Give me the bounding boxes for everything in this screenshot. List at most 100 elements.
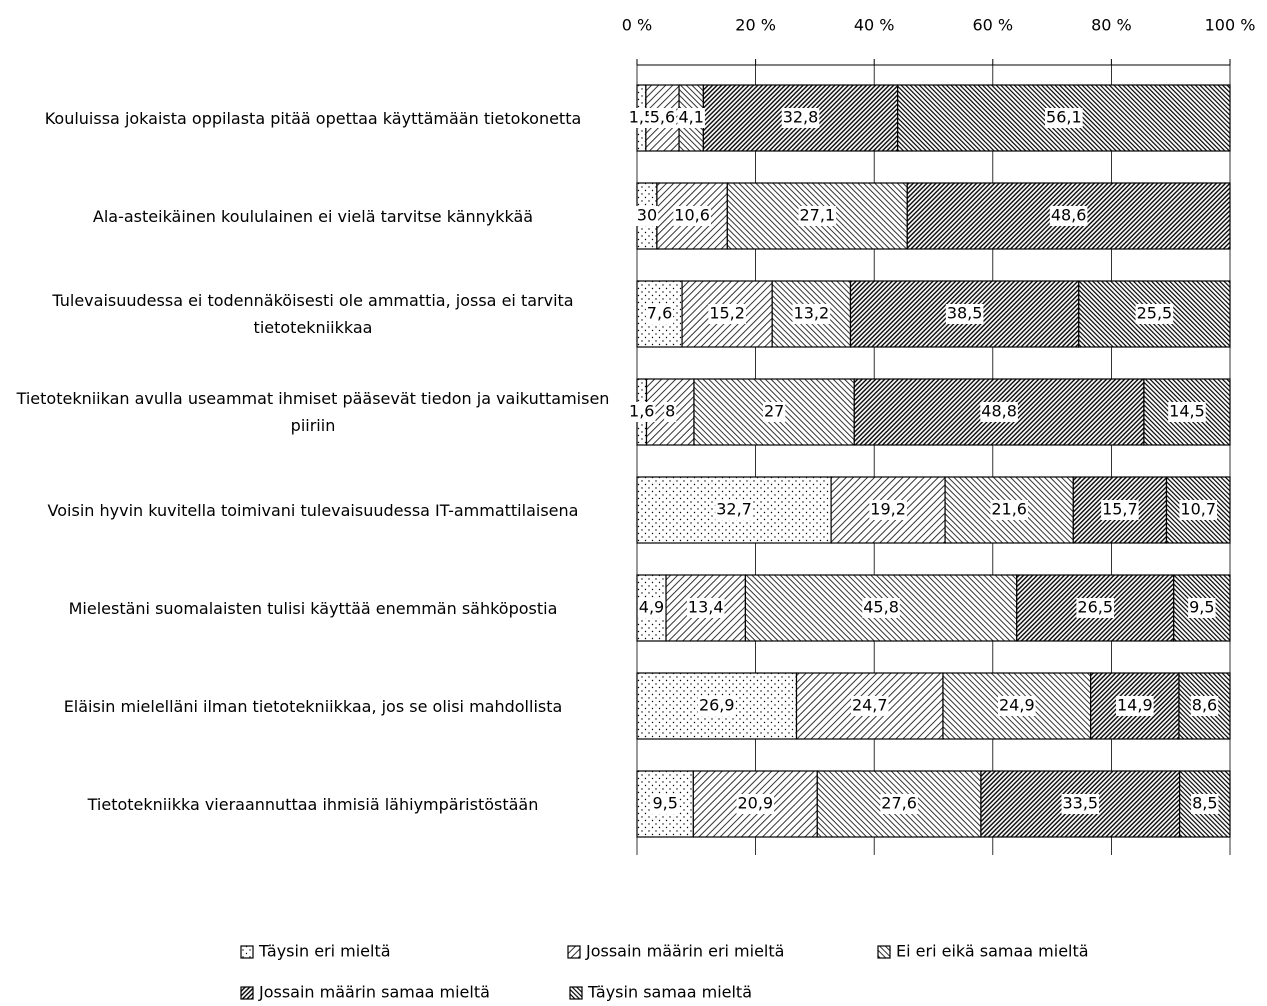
data-label: 25,5 — [1137, 304, 1173, 323]
legend-label: Täysin samaa mieltä — [587, 983, 752, 1002]
data-label-group: 4,1 — [677, 108, 705, 128]
data-label-background — [1045, 108, 1083, 128]
data-label-group: 48,6 — [1049, 206, 1088, 226]
data-label: 7,6 — [647, 304, 672, 323]
data-label: 14,5 — [1169, 402, 1205, 421]
data-label-group: 13,4 — [686, 598, 725, 618]
legend-swatch — [240, 986, 254, 1000]
data-label-group: 4,9 — [637, 598, 666, 618]
data-label-group: 30 — [635, 206, 659, 226]
x-tick-label: 40 % — [854, 16, 895, 35]
data-label-group: 38,5 — [945, 304, 984, 324]
legend-swatch — [567, 945, 581, 959]
data-label-group: 25,5 — [1135, 304, 1174, 324]
data-label: 10,7 — [1180, 500, 1216, 519]
legend-label: Jossain määrin eri mieltä — [585, 942, 784, 961]
data-label: 32,7 — [716, 500, 752, 519]
data-label-background — [1188, 598, 1216, 618]
data-label-background — [862, 598, 900, 618]
data-label-group: 14,9 — [1116, 696, 1154, 716]
data-label: 8,6 — [1192, 696, 1217, 715]
data-label-background — [781, 108, 820, 128]
legend-label: Jossain määrin samaa mieltä — [258, 983, 490, 1002]
category-label: Voisin hyvin kuvitella toimivani tulevai… — [47, 500, 579, 520]
data-label: 45,8 — [863, 598, 899, 617]
data-label: 56,1 — [1046, 108, 1082, 127]
data-label-background — [715, 500, 753, 520]
data-label: 27,6 — [881, 794, 917, 813]
data-label-background — [1101, 500, 1139, 520]
data-label-background — [945, 304, 984, 324]
data-label-group: 9,5 — [651, 794, 679, 814]
x-tick-label: 80 % — [1091, 16, 1132, 35]
data-label: 33,5 — [1062, 794, 1098, 813]
data-label-background — [1076, 598, 1115, 618]
data-label: 48,6 — [1051, 206, 1087, 225]
data-label-background — [850, 696, 889, 716]
data-label-group: 8,6 — [1190, 696, 1219, 716]
legend-swatch — [877, 945, 891, 959]
data-label-group: 19,2 — [869, 500, 907, 520]
data-label: 14,9 — [1117, 696, 1153, 715]
data-label-background — [869, 500, 907, 520]
data-label: 13,2 — [794, 304, 830, 323]
data-label-background — [1049, 206, 1088, 226]
data-label: 8 — [665, 402, 675, 421]
data-label: 38,5 — [947, 304, 983, 323]
data-label-background — [697, 696, 736, 716]
category-label: Mielestäni suomalaisten tulisi käyttää e… — [68, 598, 558, 618]
data-label-background — [637, 598, 666, 618]
data-label: 4,1 — [678, 108, 703, 127]
data-label: 32,8 — [783, 108, 819, 127]
data-label-group: 45,8 — [862, 598, 900, 618]
data-label-background — [627, 108, 656, 128]
data-label-group: 27 — [762, 402, 786, 422]
data-label: 4,9 — [639, 598, 664, 617]
data-label: 30 — [637, 206, 657, 225]
data-label: 9,5 — [1189, 598, 1214, 617]
data-label-background — [635, 206, 659, 226]
bar-segment — [853, 378, 1145, 446]
legend-label: Ei eri eikä samaa mieltä — [896, 942, 1089, 961]
data-label-group: 5,6 — [648, 108, 677, 128]
data-label-background — [762, 402, 786, 422]
data-label-background — [677, 108, 705, 128]
data-label: 19,2 — [870, 500, 906, 519]
data-label-group: 15,2 — [708, 304, 746, 324]
bar-segment — [816, 770, 982, 838]
data-label: 9,5 — [652, 794, 677, 813]
data-label-background — [645, 304, 674, 324]
data-label-group: 20,9 — [736, 794, 775, 814]
data-label: 15,7 — [1102, 500, 1138, 519]
data-label-background — [673, 206, 711, 226]
data-label-background — [980, 402, 1018, 422]
data-label-group: 56,1 — [1045, 108, 1083, 128]
data-label-background — [708, 304, 746, 324]
data-label-background — [1191, 794, 1219, 814]
data-label-background — [686, 598, 725, 618]
data-label-background — [648, 108, 677, 128]
data-label: 13,4 — [688, 598, 724, 617]
data-label-group: 24,9 — [998, 696, 1036, 716]
category-label: Kouluissa jokaista oppilasta pitää opett… — [44, 108, 582, 128]
data-label-group: 27,1 — [798, 206, 837, 226]
data-label-group: 10,6 — [673, 206, 711, 226]
x-tick-label: 0 % — [622, 16, 652, 35]
data-label-group: 1,6 — [628, 402, 656, 422]
data-label-background — [880, 794, 918, 814]
data-label: 1,6 — [629, 402, 654, 421]
data-label-background — [1168, 402, 1206, 422]
data-label-group: 14,5 — [1168, 402, 1206, 422]
data-label: 26,9 — [699, 696, 735, 715]
data-label: 15,2 — [709, 304, 745, 323]
data-label: 48,8 — [981, 402, 1017, 421]
data-label-background — [736, 794, 775, 814]
data-label: 5,6 — [650, 108, 675, 127]
data-label-group: 10,7 — [1179, 500, 1218, 520]
data-label-group: 13,2 — [792, 304, 831, 324]
data-label: 1,5 — [629, 108, 654, 127]
data-label-group: 1,5 — [627, 108, 656, 128]
data-label-background — [651, 794, 679, 814]
data-label-background — [628, 402, 656, 422]
data-label-group: 33,5 — [1061, 794, 1100, 814]
